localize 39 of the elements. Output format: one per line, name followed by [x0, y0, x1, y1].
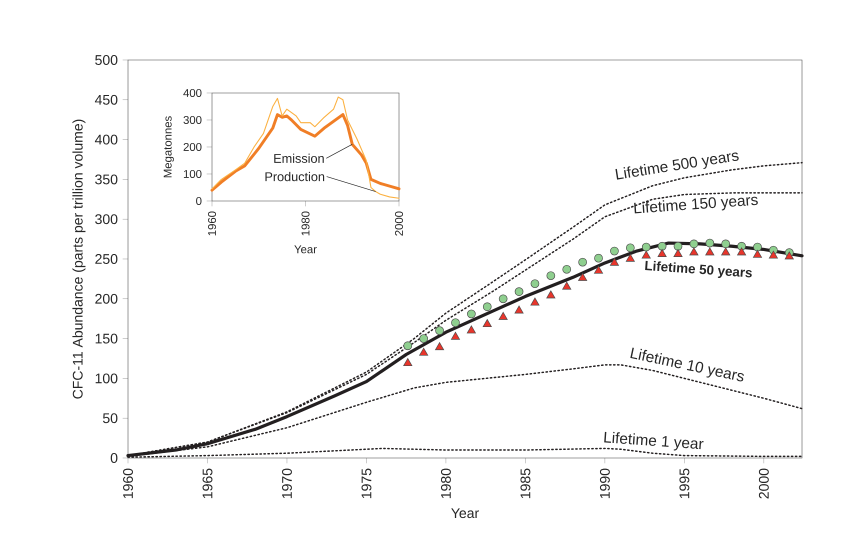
y-tick-label: 400 [183, 88, 202, 97]
x-tick-label: 1985 [520, 468, 530, 498]
y-tick-label: 200 [184, 142, 202, 151]
y-axis-title: CFC-11 Abundance (parts per trillion volume) [72, 120, 86, 399]
x-tick-label: 1980 [302, 211, 310, 236]
y-tick-label: 300 [95, 214, 118, 224]
y-tick-label: 200 [95, 294, 118, 304]
series-label: Lifetime 150 years [634, 196, 758, 214]
y-tick-label: 150 [96, 334, 118, 344]
text: Lifetime 10 years [630, 348, 744, 382]
x-tick-label: 1970 [282, 468, 292, 498]
x-tick-label: 1960 [208, 211, 216, 236]
y-tick-label: 250 [95, 254, 118, 264]
series-label: Production [265, 172, 324, 182]
series-label: Emission [274, 154, 324, 163]
x-tick-label: 2000 [758, 468, 769, 498]
y-tick-label: 100 [184, 170, 202, 178]
x-axis-title: Year [294, 245, 317, 254]
y-tick-label: 300 [183, 116, 202, 124]
y-tick-label: 0 [196, 196, 202, 205]
y-tick-label: 100 [96, 373, 118, 384]
x-tick-label: 2000 [395, 211, 404, 236]
x-axis-title: Year [451, 508, 479, 518]
x-tick-label: 1990 [600, 468, 610, 498]
x-tick-label: 1980 [440, 468, 451, 498]
x-tick-label: 1975 [362, 468, 372, 498]
y-tick-label: 350 [95, 174, 118, 184]
y-tick-label: 450 [94, 94, 118, 105]
series-label: Lifetime 1 year [604, 432, 704, 450]
y-axis-title: Megatonnes [164, 116, 174, 178]
x-tick-label: 1965 [202, 468, 212, 498]
x-tick-label: 1960 [123, 468, 133, 498]
y-tick-label: 0 [110, 453, 118, 463]
text: Lifetime 500 years [615, 152, 739, 180]
y-tick-label: 50 [102, 413, 118, 424]
series-label: Lifetime 50 years [645, 260, 752, 278]
y-tick-label: 500 [95, 55, 118, 65]
y-tick-label: 400 [94, 134, 118, 145]
x-tick-label: 1995 [679, 468, 690, 498]
